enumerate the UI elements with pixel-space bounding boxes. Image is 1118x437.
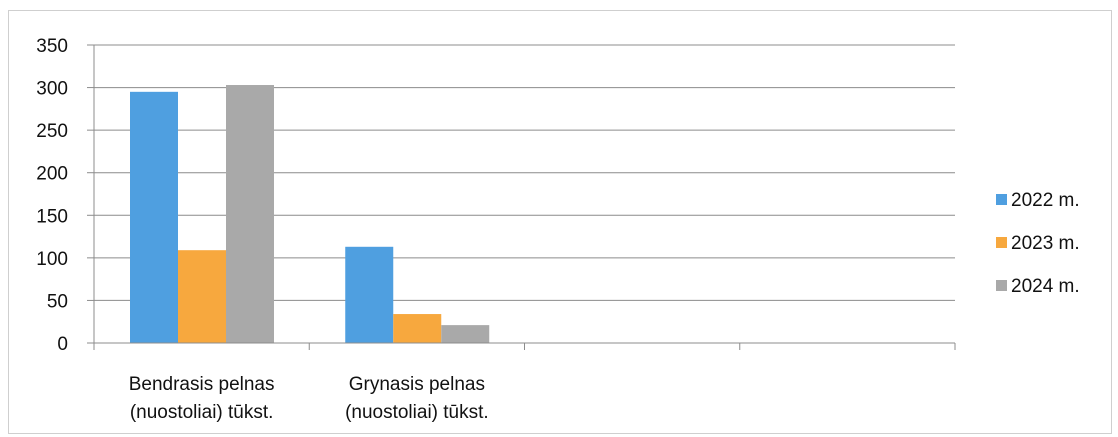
axes xyxy=(87,44,956,350)
legend-swatch xyxy=(996,194,1007,205)
bars xyxy=(130,85,490,343)
legend-swatch xyxy=(996,237,1007,248)
category-label: (nuostoliai) tūkst. xyxy=(345,402,489,423)
bar-2-2 xyxy=(393,314,442,343)
bar-1-2 xyxy=(345,246,394,343)
legend-label: 2022 m. xyxy=(1011,190,1080,211)
y-tick-label: 250 xyxy=(36,121,68,142)
category-label: Grynasis pelnas xyxy=(349,374,485,395)
y-tick-label: 300 xyxy=(36,79,68,100)
bar-3-1 xyxy=(226,85,274,343)
bar-2-1 xyxy=(178,250,226,343)
bar-1-1 xyxy=(130,91,178,343)
legend: 2022 m. 2023 m. 2024 m. xyxy=(996,190,1080,297)
y-tick-label: 0 xyxy=(57,334,68,355)
axis-labels: 0 50 100 150 200 250 300 350 Bendrasis pelnas (nu… xyxy=(36,36,488,423)
category-label: (nuostoliai) tūkst. xyxy=(130,402,274,423)
category-label: Bendrasis pelnas xyxy=(129,374,275,395)
y-tick-label: 100 xyxy=(36,249,68,270)
y-tick-label: 50 xyxy=(47,291,68,312)
y-tick-label: 200 xyxy=(36,164,68,185)
legend-label: 2023 m. xyxy=(1011,233,1080,254)
chart-frame xyxy=(8,10,1112,434)
y-tick-label: 350 xyxy=(36,36,68,57)
bar-3-2 xyxy=(441,325,490,343)
y-tick-label: 150 xyxy=(36,206,68,227)
legend-label: 2024 m. xyxy=(1011,276,1080,297)
legend-swatch xyxy=(996,280,1007,291)
